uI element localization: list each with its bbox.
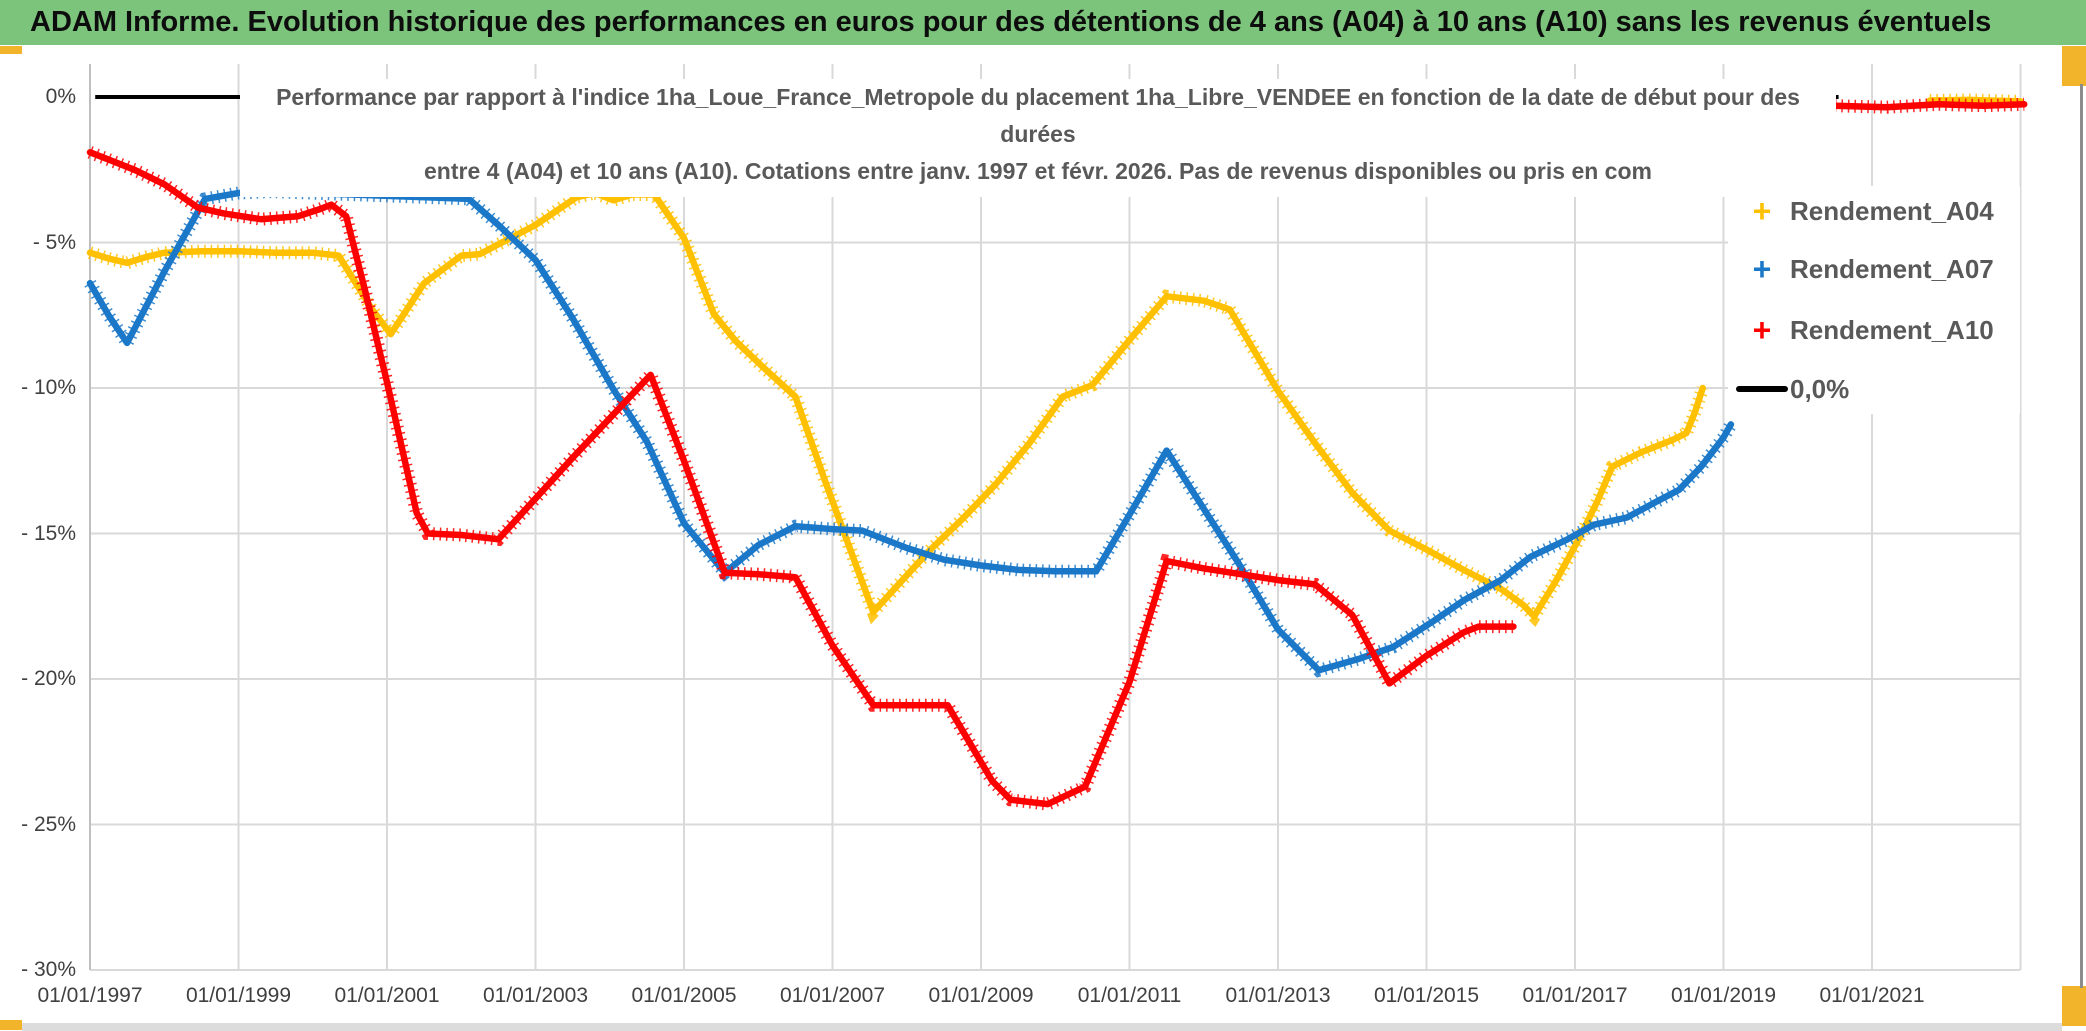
y-axis-label: - 20%	[21, 667, 76, 690]
legend-label: Rendement_A10	[1790, 314, 1994, 345]
legend: + Rendement_A04 + Rendement_A07 + Rendem…	[1728, 186, 2020, 414]
x-axis-label: 01/01/2005	[631, 984, 737, 1007]
y-axis-label: - 10%	[21, 376, 76, 399]
legend-item-a07[interactable]: + Rendement_A07	[1728, 246, 2020, 292]
x-axis-label: 01/01/2021	[1819, 984, 1925, 1007]
Rendement_A04-line[interactable]	[1926, 96, 2024, 105]
plus-marker-icon: +	[1752, 312, 1772, 348]
header-bar: ADAM Informe. Evolution historique des p…	[0, 0, 2086, 45]
gridlines	[89, 64, 2022, 971]
legend-label: Rendement_A07	[1790, 253, 1994, 284]
header-title: ADAM Informe. Evolution historique des p…	[30, 6, 1992, 38]
chart-title-line2: durées	[1000, 121, 1076, 147]
x-axis-label: 01/01/2001	[334, 984, 440, 1007]
legend-item-zero[interactable]: 0,0%	[1728, 366, 2020, 412]
x-axis-label: 01/01/2007	[779, 984, 886, 1007]
Rendement_A10-line[interactable]	[86, 149, 1517, 808]
x-axis-label: 01/01/2003	[482, 984, 589, 1007]
bottom-scroll-bar[interactable]	[22, 1023, 2062, 1031]
legend-label: Rendement_A04	[1790, 195, 1994, 226]
y-axis-label: 0%	[45, 85, 76, 108]
gold-accent-top-right	[2062, 46, 2086, 86]
gold-accent-bottom-left	[0, 1020, 22, 1030]
legend-label: 0,0%	[1790, 373, 1850, 404]
chart-title-line3: entre 4 (A04) et 10 ans (A10). Cotations…	[424, 158, 1652, 184]
Rendement_A04-line[interactable]	[86, 189, 1706, 620]
x-axis-label: 01/01/2011	[1077, 984, 1182, 1007]
chart-title: Performance par rapport à l'indice 1ha_L…	[240, 79, 1836, 197]
gold-accent-top-left	[0, 46, 22, 54]
y-axis-label: - 25%	[21, 812, 76, 836]
x-axis-label: 01/01/2013	[1225, 984, 1331, 1007]
legend-item-a10[interactable]: + Rendement_A10	[1728, 307, 2020, 353]
y-axis-label: - 5%	[32, 230, 76, 254]
legend-item-a04[interactable]: + Rendement_A04	[1728, 188, 2020, 234]
x-axis-label: 01/01/1999	[185, 984, 292, 1007]
x-axis-label: 01/01/1997	[37, 984, 143, 1007]
y-axis-label: - 30%	[21, 958, 76, 981]
zero-line-icon	[1736, 386, 1788, 392]
x-axis-label: 01/01/2019	[1670, 984, 1777, 1007]
chart-title-line1: Performance par rapport à l'indice 1ha_L…	[276, 84, 1800, 110]
x-axis-label: 01/01/2009	[928, 984, 1034, 1007]
gold-accent-bottom-right	[2062, 986, 2086, 1026]
x-axis-label: 01/01/2017	[1522, 984, 1628, 1007]
Rendement_A10-line[interactable]	[1831, 101, 2028, 111]
panel-right-border	[2080, 84, 2083, 988]
y-axis-label: - 15%	[21, 521, 76, 545]
plus-marker-icon: +	[1752, 193, 1772, 229]
x-axis-label: 01/01/2015	[1373, 984, 1480, 1007]
plus-marker-icon: +	[1752, 251, 1772, 287]
Rendement_A07-line[interactable]	[86, 188, 1735, 674]
Rendement_A07-markers[interactable]	[84, 185, 1737, 678]
